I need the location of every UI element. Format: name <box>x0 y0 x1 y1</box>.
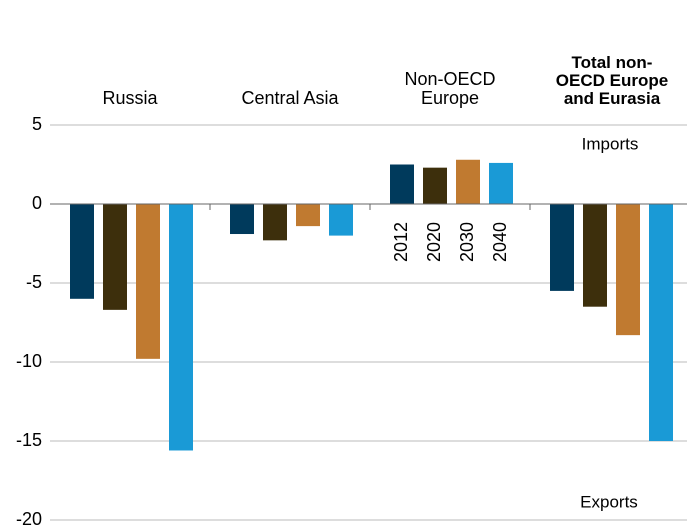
legend-label: 2040 <box>490 222 510 262</box>
bar <box>329 204 353 236</box>
bar <box>296 204 320 227</box>
bar <box>136 204 160 359</box>
bar <box>550 204 574 291</box>
bar <box>390 164 414 204</box>
annotation: Imports <box>582 134 639 153</box>
y-tick-label: -20 <box>16 509 42 529</box>
bar <box>616 204 640 336</box>
category-label: Central Asia <box>241 88 339 108</box>
y-tick-label: 5 <box>32 114 42 134</box>
legend-label: 2012 <box>391 222 411 262</box>
legend-label: 2030 <box>457 222 477 262</box>
category-label: Total non-OECD Europe and Eurasia <box>555 53 669 108</box>
bar <box>423 167 447 204</box>
bar <box>103 204 127 310</box>
legend-label: 2020 <box>424 222 444 262</box>
y-tick-label: 0 <box>32 193 42 213</box>
bar <box>263 204 287 241</box>
bar <box>583 204 607 307</box>
bar <box>70 204 94 299</box>
bar <box>489 162 513 204</box>
bar <box>649 204 673 441</box>
y-tick-label: -5 <box>26 272 42 292</box>
bar <box>456 159 480 204</box>
category-label: Russia <box>102 88 158 108</box>
bar <box>169 204 193 451</box>
y-tick-label: -10 <box>16 351 42 371</box>
y-tick-label: -15 <box>16 430 42 450</box>
category-label: Non-OECD Europe <box>404 69 496 108</box>
annotation: Exports <box>580 492 638 511</box>
bar <box>230 204 254 235</box>
